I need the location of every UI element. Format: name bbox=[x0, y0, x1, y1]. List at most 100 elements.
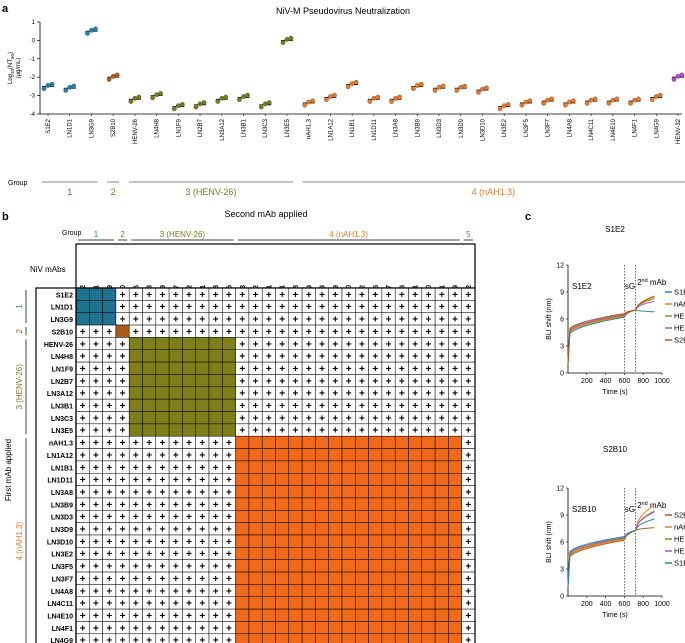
matrix-cell bbox=[381, 448, 396, 462]
matrix-cell-plus: + bbox=[465, 512, 471, 523]
matrix-cell-plus: + bbox=[412, 352, 418, 363]
matrix-cell-plus: + bbox=[106, 562, 112, 573]
data-point bbox=[454, 88, 460, 93]
matrix-cell bbox=[448, 485, 462, 499]
matrix-cell-plus: + bbox=[120, 487, 126, 498]
matrix-cell bbox=[142, 361, 157, 375]
matrix-cell-plus: + bbox=[372, 302, 378, 313]
matrix-cell bbox=[248, 460, 263, 474]
matrix-cell bbox=[275, 510, 290, 523]
matrix-cell-plus: + bbox=[266, 315, 272, 326]
matrix-cell-plus: + bbox=[386, 401, 392, 412]
matrix-cell bbox=[328, 633, 343, 643]
bli-x-tick-label: 800 bbox=[637, 601, 649, 608]
matrix-cell-plus: + bbox=[412, 290, 418, 301]
matrix-cell-plus: + bbox=[199, 574, 205, 585]
matrix-cell-plus: + bbox=[412, 389, 418, 400]
matrix-cell bbox=[394, 522, 409, 536]
matrix-cell-plus: + bbox=[146, 487, 152, 498]
matrix-cell bbox=[182, 349, 196, 363]
matrix-cell bbox=[368, 621, 383, 635]
matrix-cell bbox=[235, 608, 250, 622]
matrix-cell bbox=[315, 559, 329, 573]
row-header: LN1D1 bbox=[51, 305, 73, 312]
matrix-cell bbox=[168, 361, 183, 375]
bli-y-tick-label: 12 bbox=[556, 263, 564, 270]
matrix-cell-plus: + bbox=[93, 450, 99, 461]
matrix-cell bbox=[448, 510, 462, 523]
matrix-cell-plus: + bbox=[465, 537, 471, 548]
x-tick-label: LN2B7 bbox=[198, 118, 204, 137]
data-point bbox=[367, 99, 373, 104]
matrix-cell bbox=[168, 349, 183, 363]
matrix-cell-plus: + bbox=[465, 401, 471, 412]
matrix-cell bbox=[195, 423, 210, 437]
matrix-cell-plus: + bbox=[213, 450, 219, 461]
data-point bbox=[262, 101, 268, 107]
matrix-cell bbox=[341, 547, 356, 560]
matrix-cell-plus: + bbox=[213, 290, 219, 301]
matrix-cell bbox=[275, 522, 290, 536]
matrix-cell-plus: + bbox=[80, 401, 86, 412]
matrix-cell-plus: + bbox=[266, 339, 272, 350]
matrix-cell bbox=[261, 547, 276, 560]
matrix-cell-plus: + bbox=[120, 475, 126, 486]
data-point bbox=[584, 100, 590, 106]
matrix-cell-plus: + bbox=[120, 623, 126, 634]
x-tick-label: LN4G9 bbox=[654, 118, 660, 138]
matrix-cell bbox=[261, 485, 276, 499]
matrix-cell-plus: + bbox=[146, 549, 152, 560]
matrix-cell bbox=[222, 361, 236, 375]
matrix-cell bbox=[368, 571, 383, 585]
matrix-cell-plus: + bbox=[93, 389, 99, 400]
x-tick-label: LN3F5 bbox=[524, 118, 530, 137]
matrix-cell bbox=[301, 608, 316, 622]
matrix-cell-plus: + bbox=[239, 364, 245, 375]
matrix-cell-plus: + bbox=[465, 413, 471, 424]
matrix-cell-plus: + bbox=[160, 327, 166, 338]
matrix-cell-plus: + bbox=[386, 339, 392, 350]
matrix-cell-plus: + bbox=[186, 599, 192, 610]
matrix-cell-plus: + bbox=[439, 339, 445, 350]
data-point bbox=[649, 97, 655, 102]
matrix-cell-plus: + bbox=[266, 302, 272, 313]
bli-y-label: BLI shift (nm) bbox=[546, 298, 553, 340]
matrix-cell-plus: + bbox=[332, 290, 338, 301]
matrix-cell-plus: + bbox=[239, 327, 245, 338]
matrix-cell-plus: + bbox=[412, 315, 418, 326]
matrix-cell-plus: + bbox=[426, 290, 432, 301]
matrix-cell-plus: + bbox=[452, 339, 458, 350]
matrix-cell-plus: + bbox=[266, 352, 272, 363]
bli-legend-label: HENV-32 bbox=[674, 324, 685, 333]
matrix-cell bbox=[448, 534, 462, 548]
group-span-label: 5 bbox=[466, 230, 471, 239]
matrix-cell-plus: + bbox=[253, 302, 259, 313]
matrix-cell bbox=[315, 584, 329, 598]
col-header-frame bbox=[75, 243, 476, 289]
matrix-cell-plus: + bbox=[226, 463, 232, 474]
matrix-cell bbox=[434, 621, 449, 635]
matrix-cell-plus: + bbox=[199, 315, 205, 326]
matrix-cell-plus: + bbox=[213, 327, 219, 338]
matrix-cell bbox=[235, 633, 250, 643]
data-point bbox=[197, 101, 203, 107]
matrix-cell bbox=[301, 473, 316, 486]
matrix-cell-plus: + bbox=[173, 475, 179, 486]
matrix-cell-plus: + bbox=[253, 315, 259, 326]
matrix-cell bbox=[168, 337, 183, 350]
bli-x-tick-label: 600 bbox=[619, 378, 631, 385]
matrix-cell bbox=[421, 633, 436, 643]
y-axis-label-part: Log bbox=[8, 74, 14, 84]
matrix-cell bbox=[155, 337, 170, 350]
matrix-cell-plus: + bbox=[465, 623, 471, 634]
matrix-cell-plus: + bbox=[332, 302, 338, 313]
matrix-cell bbox=[368, 522, 383, 536]
matrix-cell bbox=[408, 596, 423, 610]
row-header: LN1D11 bbox=[47, 478, 73, 485]
data-point bbox=[549, 96, 555, 102]
group-span-label-left: 1 bbox=[15, 304, 24, 309]
matrix-cell bbox=[394, 473, 409, 486]
bli-legend-label: S1E2 bbox=[674, 559, 685, 568]
matrix-cell-plus: + bbox=[93, 525, 99, 536]
